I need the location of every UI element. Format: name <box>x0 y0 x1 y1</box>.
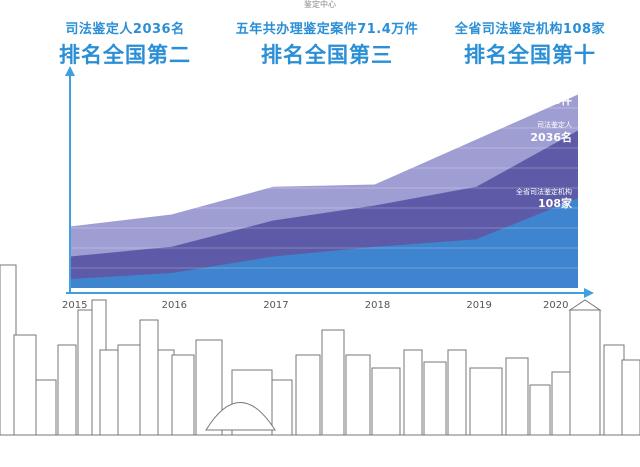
stats-header: 司法鉴定人2036名 排名全国第二 五年共办理鉴定案件71.4万件 排名全国第三… <box>0 0 640 70</box>
skyline-building <box>505 357 529 436</box>
tower-spire <box>568 299 602 311</box>
x-tick-label: 2019 <box>466 300 491 311</box>
skyline-building <box>569 309 601 436</box>
dome-building <box>205 402 276 431</box>
stat-appraisers-rank: 排名全国第二 <box>59 43 191 67</box>
x-tick-label: 2016 <box>162 300 187 311</box>
skyline-building <box>99 349 121 436</box>
series-value-label: 108家 <box>538 196 573 210</box>
series-value-label: 2036名 <box>530 130 572 144</box>
skyline-building <box>423 361 447 436</box>
skyline-building <box>403 349 423 436</box>
skyline-building <box>447 349 467 436</box>
skyline-building <box>621 359 640 436</box>
top-caption: 鉴定中心 <box>304 0 336 9</box>
stat-institutions: 全省司法鉴定机构108家 排名全国第十 <box>440 18 620 69</box>
skyline-building <box>371 367 401 436</box>
stat-institutions-rank: 排名全国第十 <box>464 43 596 67</box>
skyline-building <box>13 334 37 436</box>
series-name-label: 全省司法鉴定机构 <box>516 187 572 196</box>
skyline-building <box>57 344 77 436</box>
x-tick-label: 2017 <box>263 300 288 311</box>
skyline-building <box>345 354 371 436</box>
x-axis-arrow <box>584 288 594 298</box>
skyline-building <box>271 379 293 436</box>
x-tick-label: 2018 <box>365 300 390 311</box>
stat-cases-label: 五年共办理鉴定案件71.4万件 <box>235 22 419 37</box>
area-series-institutions <box>70 198 578 288</box>
skyline-building <box>529 384 551 436</box>
series-value-label: 714000件 <box>515 93 572 107</box>
skyline-building <box>139 319 159 436</box>
stat-cases: 五年共办理鉴定案件71.4万件 排名全国第三 <box>232 18 422 69</box>
skyline-building <box>551 371 573 436</box>
x-tick-label: 2015 <box>62 300 87 311</box>
skyline-building <box>321 329 345 436</box>
skyline-building <box>469 367 503 436</box>
stat-cases-rank: 排名全国第三 <box>261 43 393 67</box>
stat-appraisers: 司法鉴定人2036名 排名全国第二 <box>40 18 210 69</box>
y-axis-arrow <box>65 66 75 76</box>
skyline-building <box>295 354 321 436</box>
series-name-label: 司法鉴定人 <box>537 120 572 129</box>
stat-institutions-label: 全省司法鉴定机构108家 <box>454 22 606 37</box>
series-name-label: 五年共办理鉴定案件 <box>509 84 572 93</box>
x-tick-label: 2020 <box>543 300 568 311</box>
skyline-building <box>117 344 141 436</box>
skyline-building <box>171 354 195 436</box>
skyline-building <box>35 379 57 436</box>
skyline-building <box>603 344 625 436</box>
stat-appraisers-label: 司法鉴定人2036名 <box>65 22 185 37</box>
